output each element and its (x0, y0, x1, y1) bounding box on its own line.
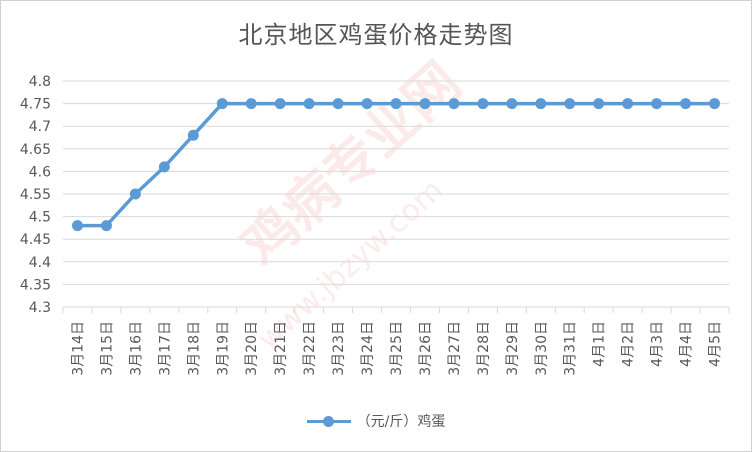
legend-marker-icon (306, 414, 351, 428)
legend-label: （元/斤）鸡蛋 (356, 414, 446, 430)
data-point (593, 98, 605, 110)
data-point (71, 220, 83, 232)
y-tick-label: 4.3 (29, 300, 51, 316)
legend-dot (322, 416, 334, 427)
x-tick-label: 3月26日 (418, 321, 434, 376)
y-tick-label: 4.6 (29, 164, 51, 180)
y-tick-label: 4.45 (20, 232, 51, 248)
data-point (129, 188, 141, 200)
data-point (506, 98, 518, 110)
data-point (651, 98, 663, 110)
data-point (622, 98, 634, 110)
x-tick-label: 3月19日 (215, 321, 231, 376)
data-point (332, 98, 344, 110)
y-tick-label: 4.8 (29, 74, 51, 90)
data-point (419, 98, 431, 110)
x-tick-label: 3月15日 (99, 321, 115, 376)
x-tick-label: 3月20日 (244, 321, 260, 376)
data-point (535, 98, 547, 110)
x-tick-label: 3月25日 (389, 321, 405, 376)
y-tick-label: 4.4 (29, 255, 51, 271)
data-point (477, 98, 489, 110)
x-tick-label: 3月16日 (128, 321, 144, 376)
x-tick-label: 3月18日 (186, 321, 202, 376)
x-tick-label: 3月24日 (360, 321, 376, 376)
x-tick-label: 3月29日 (505, 321, 521, 376)
data-point (303, 98, 315, 110)
x-tick-label: 4月3日 (650, 321, 666, 367)
data-point (216, 98, 228, 110)
x-tick-label: 3月27日 (447, 321, 463, 376)
x-tick-label: 3月22日 (302, 321, 318, 376)
x-tick-label: 3月28日 (476, 321, 492, 376)
x-tick-label: 3月14日 (70, 321, 86, 376)
y-tick-label: 4.7 (29, 119, 51, 135)
data-point (448, 98, 460, 110)
data-point (187, 129, 199, 141)
data-point (274, 98, 286, 110)
x-tick-label: 3月21日 (273, 321, 289, 376)
series-line (75, 101, 717, 228)
data-point (564, 98, 576, 110)
x-tick-label: 4月2日 (621, 321, 637, 367)
x-tick-label: 3月31日 (563, 321, 579, 376)
data-point (158, 161, 170, 173)
y-tick-label: 4.5 (29, 210, 51, 226)
legend: （元/斤）鸡蛋 (1, 411, 751, 431)
y-axis-ticks: 4.3 4.35 4.4 4.45 4.5 4.55 4.6 4.65 4.7 4.75 4.8 (20, 74, 51, 316)
data-point (100, 220, 112, 232)
series-layer (71, 98, 721, 232)
x-tick-label: 3月30日 (534, 321, 550, 376)
x-tick-label: 3月23日 (331, 321, 347, 376)
x-tick-label: 4月5日 (708, 321, 724, 367)
data-point (709, 98, 721, 110)
data-point (680, 98, 692, 110)
data-point (390, 98, 402, 110)
data-point (361, 98, 373, 110)
y-tick-label: 4.55 (20, 187, 51, 203)
gridlines (62, 80, 730, 313)
y-tick-label: 4.35 (20, 277, 51, 293)
x-tick-label: 4月1日 (592, 321, 608, 367)
x-tick-label: 4月4日 (679, 321, 695, 367)
y-tick-label: 4.65 (20, 142, 51, 158)
chart-title: 北京地区鸡蛋价格走势图 (238, 21, 514, 49)
x-tick-label: 3月17日 (157, 321, 173, 376)
y-tick-label: 4.75 (20, 97, 51, 113)
data-point (245, 98, 257, 110)
x-axis-ticks: 3月14日 3月15日 3月16日 3月17日 3月18日 3月19日 3月20日 3月21日… (70, 321, 723, 376)
